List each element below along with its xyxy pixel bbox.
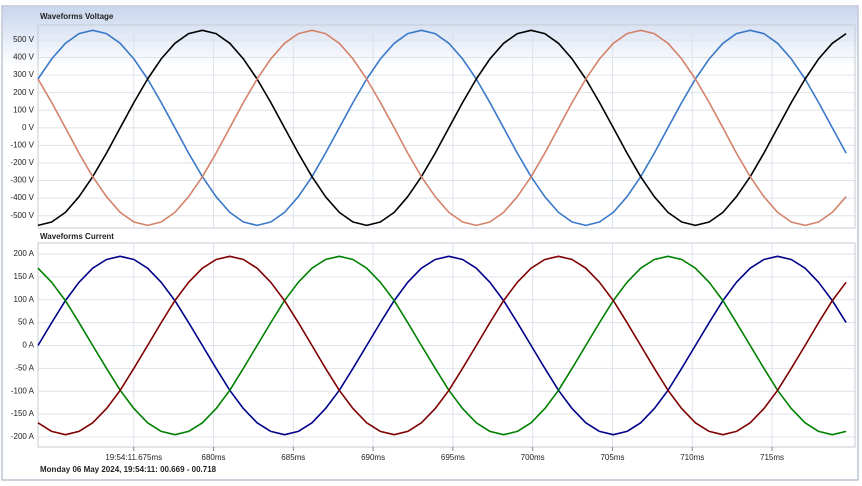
x-tick-label: 19:54:11.675ms bbox=[105, 453, 162, 462]
y-tick-label: -500 V bbox=[10, 211, 34, 220]
x-tick-label: 705ms bbox=[600, 453, 624, 462]
y-tick-label: 0 A bbox=[22, 341, 34, 350]
chart-title: Waveforms Voltage bbox=[40, 12, 114, 21]
y-tick-label: 150 A bbox=[14, 272, 35, 281]
x-tick-label: 715ms bbox=[760, 453, 784, 462]
data-line bbox=[37, 29, 847, 227]
y-tick-label: 0 V bbox=[22, 123, 35, 132]
y-tick-label: -300 V bbox=[10, 176, 34, 185]
data-line bbox=[37, 255, 847, 436]
x-tick-label: 700ms bbox=[521, 453, 545, 462]
y-tick-label: -200 V bbox=[10, 158, 34, 167]
data-line bbox=[37, 29, 847, 227]
y-tick-label: -50 A bbox=[15, 363, 34, 372]
x-tick-label: 680ms bbox=[202, 453, 226, 462]
y-tick-label: -100 A bbox=[11, 386, 35, 395]
y-tick-label: 200 V bbox=[13, 88, 35, 97]
y-tick-label: 50 A bbox=[18, 318, 35, 327]
y-tick-label: -400 V bbox=[10, 193, 34, 202]
plot-area bbox=[37, 24, 856, 229]
y-tick-label: 100 A bbox=[14, 295, 35, 304]
y-tick-label: 100 V bbox=[13, 105, 35, 114]
y-tick-label: 200 A bbox=[14, 249, 35, 258]
y-tick-label: -150 A bbox=[11, 409, 35, 418]
x-tick-label: 685ms bbox=[281, 453, 305, 462]
y-tick-label: 400 V bbox=[13, 53, 35, 62]
y-tick-label: -100 V bbox=[10, 141, 34, 150]
data-line bbox=[37, 29, 847, 227]
x-tick-label: 710ms bbox=[680, 453, 704, 462]
y-tick-label: -200 A bbox=[11, 432, 35, 441]
y-tick-label: 300 V bbox=[13, 70, 35, 79]
data-line bbox=[37, 255, 847, 436]
data-line bbox=[37, 255, 847, 436]
y-tick-label: 500 V bbox=[13, 35, 35, 44]
footer: Monday 06 May 2024, 19:54:11: 00.669 - 0… bbox=[40, 465, 217, 474]
x-tick-label: 690ms bbox=[361, 453, 385, 462]
background bbox=[3, 7, 857, 127]
chart-title: Waveforms Current bbox=[40, 232, 114, 241]
x-tick-label: 695ms bbox=[441, 453, 465, 462]
